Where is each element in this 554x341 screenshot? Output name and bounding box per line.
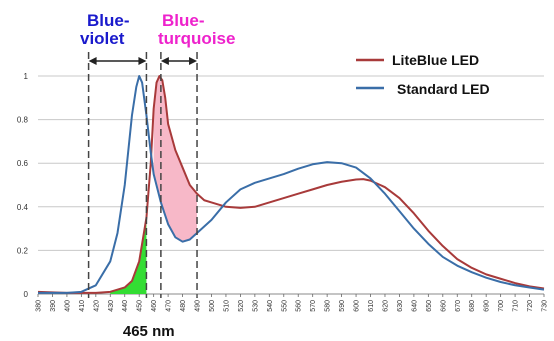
x-tick-label: 520 [238, 300, 245, 312]
range-arrows [88, 57, 198, 65]
x-tick-label: 590 [339, 300, 346, 312]
y-axis-ticks: 0 0.2 0.4 0.6 0.8 1 [17, 72, 29, 299]
x-tick-label: 630 [397, 300, 404, 312]
x-tick-label: 390 [50, 300, 57, 312]
shaded-regions [110, 76, 198, 294]
x-tick-label: 710 [513, 300, 520, 312]
x-tick-label: 450 [137, 300, 144, 312]
x-tick-label: 700 [498, 300, 505, 312]
x-tick-label: 670 [455, 300, 462, 312]
x-axis-ticks: 380 390 400 410 420 430 440 450 460 470 480 490 500 5… [36, 294, 549, 312]
x-tick-label: 720 [527, 300, 534, 312]
blue-turquoise-label-line1: Blue- [162, 11, 205, 30]
x-tick-label: 610 [368, 300, 375, 312]
x-tick-label: 730 [542, 300, 549, 312]
x-tick-label: 480 [180, 300, 187, 312]
x-tick-label: 600 [354, 300, 361, 312]
blue-turquoise-label-line2: turquoise [158, 29, 235, 48]
x-tick-label: 470 [166, 300, 173, 312]
x-tick-label: 620 [382, 300, 389, 312]
series-lines [37, 75, 545, 294]
x-tick-label: 660 [440, 300, 447, 312]
x-tick-label: 570 [310, 300, 317, 312]
x-tick-label: 650 [426, 300, 433, 312]
x-tick-label: 550 [281, 300, 288, 312]
grid-lines [38, 75, 544, 295]
x-tick-label: 690 [484, 300, 491, 312]
x-tick-label: 420 [93, 300, 100, 312]
x-tick-label: 460 [151, 300, 158, 312]
y-tick-label: 0.6 [17, 159, 29, 168]
blue-turquoise-arrow-left-head [160, 57, 169, 65]
x-tick-label: 410 [79, 300, 86, 312]
x-tick-label: 400 [64, 300, 71, 312]
y-tick-label: 0.2 [17, 246, 29, 255]
x-tick-label: 510 [223, 300, 230, 312]
x-tick-label: 500 [209, 300, 216, 312]
x-tick-label: 430 [108, 300, 115, 312]
blue-violet-label-line1: Blue- [87, 11, 130, 30]
x-tick-label: 380 [36, 300, 43, 312]
blue-violet-arrow-right-head [138, 57, 147, 65]
series-standard-line [38, 75, 545, 294]
y-tick-label: 1 [24, 72, 29, 81]
blue-violet-label-line2: violet [80, 29, 125, 48]
legend-label-liteblue: LiteBlue LED [392, 52, 479, 68]
x-tick-label: 560 [296, 300, 303, 312]
peak-wavelength-label: 465 nm [123, 323, 175, 340]
x-tick-label: 440 [122, 300, 129, 312]
blue-turquoise-arrow-right-head [189, 57, 198, 65]
x-tick-label: 680 [469, 300, 476, 312]
green-fill [110, 217, 147, 294]
x-tick-label: 530 [252, 300, 259, 312]
y-tick-label: 0.8 [17, 116, 29, 125]
x-tick-label: 490 [195, 300, 202, 312]
y-tick-label: 0.4 [17, 203, 29, 212]
legend: LiteBlue LED Standard LED [356, 52, 490, 97]
x-tick-label: 580 [325, 300, 332, 312]
pink-fill [153, 76, 198, 242]
y-tick-label: 0 [24, 290, 29, 299]
series-liteblue-line [37, 75, 545, 294]
legend-label-standard: Standard LED [397, 81, 490, 97]
x-tick-label: 540 [267, 300, 274, 312]
blue-violet-arrow-left-head [88, 57, 97, 65]
x-tick-label: 640 [411, 300, 418, 312]
dashed-markers [87, 52, 198, 298]
